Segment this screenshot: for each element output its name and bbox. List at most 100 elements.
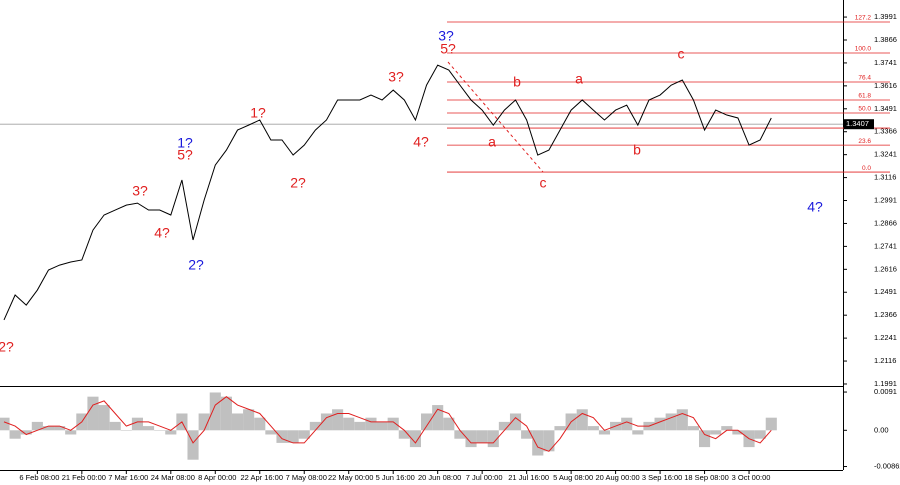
histogram-bar bbox=[498, 421, 510, 431]
y-tick-label: 1.3116 bbox=[874, 173, 896, 182]
wave-label: c bbox=[540, 175, 547, 191]
y-tick-label: 1.2366 bbox=[874, 310, 897, 319]
wave-label: 5? bbox=[177, 147, 193, 163]
x-tick-label: 21 Jul 16:00 bbox=[508, 473, 549, 482]
histogram-bar bbox=[532, 430, 544, 456]
histogram-bar bbox=[20, 430, 32, 435]
x-tick-label: 7 Jul 00:00 bbox=[466, 473, 503, 482]
histogram-bar bbox=[454, 430, 466, 439]
histogram-bar bbox=[387, 417, 399, 431]
fib-label: 76.4 bbox=[858, 75, 871, 82]
wave-label: 3? bbox=[438, 28, 454, 44]
histogram-bar bbox=[476, 430, 488, 443]
y-tick-label: 1.2491 bbox=[874, 287, 897, 296]
current-price-box bbox=[844, 119, 874, 130]
histogram-bar bbox=[576, 409, 588, 431]
histogram-bar bbox=[220, 396, 232, 431]
histogram-bar bbox=[143, 426, 155, 431]
y-tick-label: 1.3491 bbox=[874, 104, 897, 113]
histogram-bar bbox=[398, 430, 410, 439]
histogram-bar bbox=[198, 413, 210, 431]
histogram-bar bbox=[209, 392, 221, 431]
histogram-bar bbox=[87, 396, 99, 431]
x-tick-label: 20 Jun 08:00 bbox=[418, 473, 461, 482]
histogram-bar bbox=[654, 417, 666, 431]
histogram-bar bbox=[754, 430, 766, 439]
histogram-bar bbox=[443, 417, 455, 431]
y-tick-label: 1.2241 bbox=[874, 333, 897, 342]
histogram-bar bbox=[287, 430, 299, 443]
histogram-bar bbox=[765, 417, 777, 431]
x-tick-label: 22 May 00:00 bbox=[328, 473, 373, 482]
y-tick-label: 1.2866 bbox=[874, 218, 897, 227]
histogram-bar bbox=[676, 409, 688, 431]
y-tick-label: 1.3991 bbox=[874, 12, 897, 21]
histogram-bar bbox=[243, 409, 255, 431]
histogram-bar bbox=[265, 430, 277, 435]
histogram-bar bbox=[54, 426, 66, 431]
histogram-bar bbox=[98, 405, 110, 431]
histogram-bar bbox=[465, 430, 477, 448]
histogram-bar bbox=[231, 413, 244, 431]
histogram-bar bbox=[721, 426, 733, 431]
histogram-bar bbox=[732, 430, 744, 435]
x-tick-label: 3 Sep 16:00 bbox=[642, 473, 682, 482]
wave-label: a bbox=[488, 134, 496, 150]
y-tick-label: 1.3366 bbox=[874, 127, 897, 136]
histogram-bar bbox=[187, 430, 199, 460]
current-price-label: 1.3407 bbox=[846, 119, 869, 128]
histogram-bar bbox=[409, 430, 421, 448]
wave-label: 4? bbox=[807, 199, 823, 215]
histogram-bar bbox=[376, 421, 388, 431]
fib-label: 50.0 bbox=[858, 106, 871, 113]
histogram-bar bbox=[687, 426, 699, 431]
wave-label: 4? bbox=[154, 225, 170, 241]
histogram-bar bbox=[65, 430, 77, 435]
x-tick-label: 3 Oct 00:00 bbox=[732, 473, 771, 482]
histogram-bar bbox=[365, 417, 377, 431]
histogram-bar bbox=[554, 426, 566, 431]
y-tick-label: 1.3866 bbox=[874, 35, 897, 44]
y-tick-label: 1.3616 bbox=[874, 81, 897, 90]
y-tick-label: 1.3741 bbox=[874, 58, 897, 67]
y-tick-label: 1.2616 bbox=[874, 264, 897, 273]
y-tick-label: 1.3241 bbox=[874, 150, 897, 159]
fib-label: 127.2 bbox=[855, 15, 872, 22]
histogram-bar bbox=[621, 417, 633, 431]
histogram-bar bbox=[9, 430, 21, 439]
histogram-bar bbox=[120, 430, 132, 431]
histogram-bar bbox=[421, 413, 433, 431]
y-tick-label: 1.2116 bbox=[874, 356, 896, 365]
histogram-bar bbox=[598, 430, 611, 435]
wave-label: 3? bbox=[132, 183, 148, 199]
x-tick-label: 7 Mar 16:00 bbox=[108, 473, 148, 482]
x-tick-label: 24 Mar 08:00 bbox=[151, 473, 195, 482]
wave-label: b bbox=[633, 142, 641, 158]
x-tick-label: 8 Apr 00:00 bbox=[198, 473, 236, 482]
signal-line bbox=[3, 396, 772, 452]
wave-label: 4? bbox=[413, 134, 429, 150]
fib-label: 23.6 bbox=[858, 138, 871, 145]
wave-label: b bbox=[513, 74, 521, 90]
histogram-bar bbox=[710, 430, 722, 435]
histogram-bar bbox=[509, 413, 522, 431]
wave-label: 1? bbox=[250, 105, 266, 121]
histogram-bar bbox=[665, 413, 677, 431]
histogram-bar bbox=[298, 430, 310, 439]
histogram-bar bbox=[487, 430, 499, 448]
y-tick-label: -0.00862 bbox=[874, 462, 900, 471]
histogram-bar bbox=[343, 417, 355, 431]
wave-trend-line bbox=[447, 61, 544, 173]
histogram-bar bbox=[254, 417, 266, 431]
histogram-bar bbox=[632, 430, 644, 435]
fib-label: 0.0 bbox=[862, 165, 871, 172]
wave-label: 2? bbox=[0, 339, 14, 355]
y-tick-label: 1.2991 bbox=[874, 196, 897, 205]
histogram-bar bbox=[320, 413, 333, 431]
x-tick-label: 5 Aug 08:00 bbox=[553, 473, 593, 482]
price-line bbox=[3, 64, 772, 321]
histogram-bar bbox=[309, 421, 321, 431]
histogram-bar bbox=[521, 430, 533, 439]
x-tick-label: 6 Feb 08:00 bbox=[19, 473, 59, 482]
